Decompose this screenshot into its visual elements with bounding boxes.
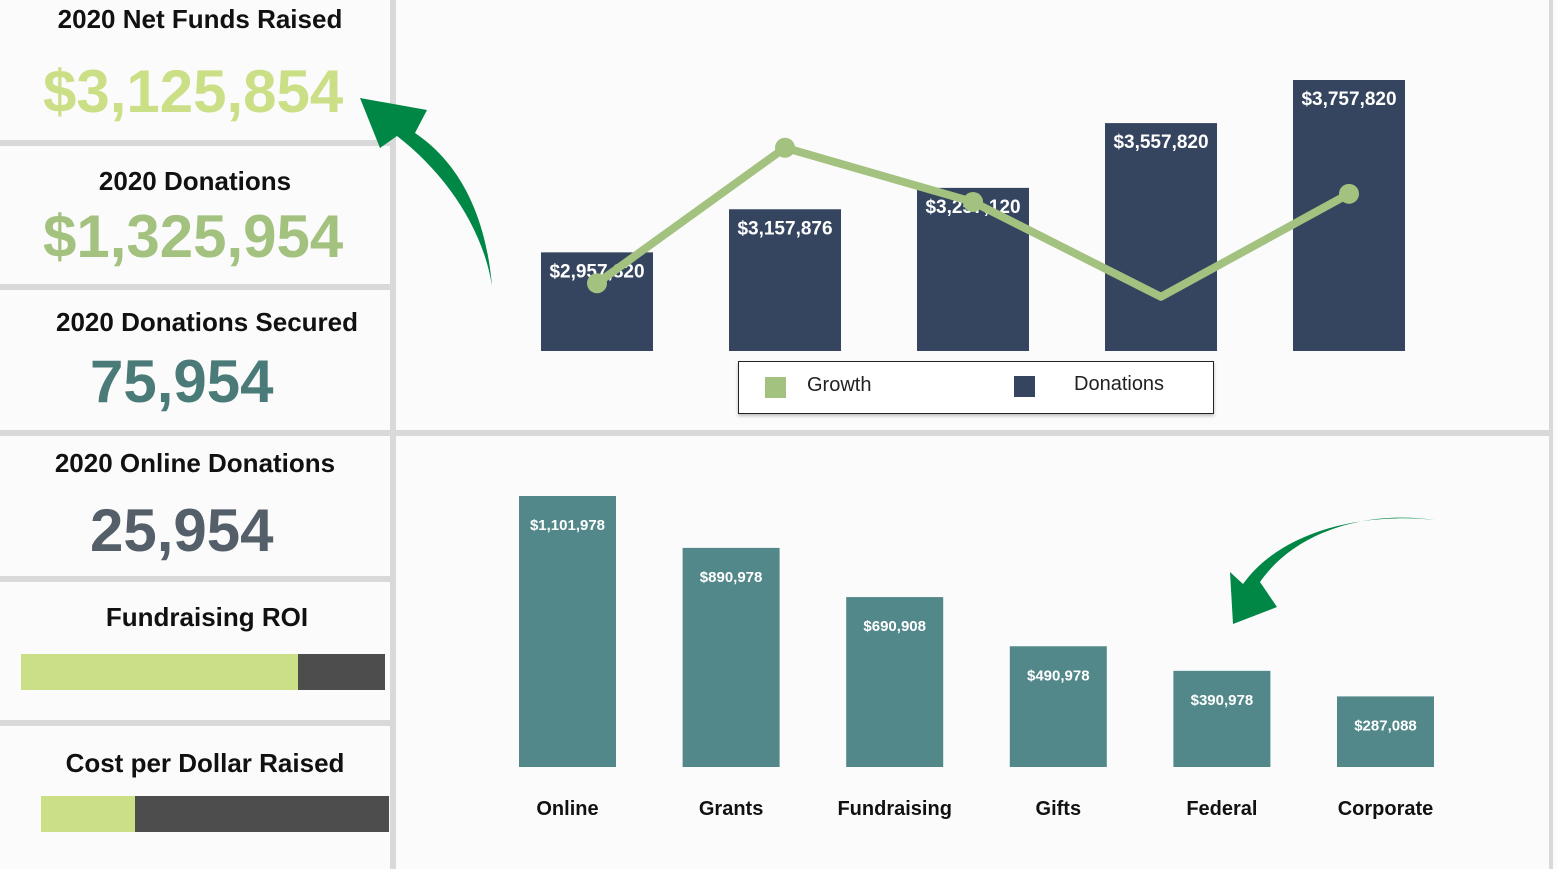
kpi-sidebar: 2020 Net Funds Raised $3,125,854 2020 Do…	[0, 0, 390, 869]
source-bar-label: $890,978	[700, 569, 763, 586]
source-bar-label: $1,101,978	[530, 517, 605, 534]
kpi-online-title: 2020 Online Donations	[54, 448, 336, 478]
growth-point	[775, 137, 795, 158]
donations-bar	[541, 252, 653, 351]
kpi-cost: Cost per Dollar Raised	[0, 726, 390, 869]
donations-by-source-chart: $1,101,978 Online $890,978 Grants $690,908 Fu…	[519, 496, 1434, 820]
category-tick-label: Gifts	[1036, 798, 1082, 820]
donations-bar	[917, 187, 1029, 351]
roi-progress-remainder	[298, 654, 385, 690]
source-bar-label: $287,088	[1354, 717, 1417, 734]
kpi-online: 2020 Online Donations 25,954	[0, 436, 390, 576]
kpi-roi-title: Fundraising ROI	[105, 602, 309, 632]
growth-point	[587, 273, 607, 294]
source-bar-label: $490,978	[1027, 667, 1090, 684]
donations-bar	[729, 209, 841, 351]
category-tick-label: Corporate	[1338, 798, 1434, 820]
kpi-roi: Fundraising ROI	[0, 582, 390, 720]
cost-progress-fill	[41, 796, 135, 832]
donations-bar-label: $3,757,820	[1301, 89, 1396, 110]
kpi-cost-title: Cost per Dollar Raised	[65, 748, 345, 778]
divider	[0, 284, 390, 290]
cost-progress-remainder	[135, 796, 389, 832]
kpi-donations-value: $1,325,954	[43, 203, 344, 270]
kpi-donations: 2020 Donations $1,325,954	[0, 146, 390, 284]
source-bar	[1337, 696, 1434, 767]
category-tick-label: Online	[536, 798, 598, 820]
kpi-net-funds-value: $3,125,854	[43, 58, 344, 125]
divider	[0, 720, 390, 726]
growth-point	[963, 191, 983, 212]
legend-label-donations: Donations	[1074, 373, 1165, 395]
donations-bar-label: $3,557,820	[1113, 132, 1208, 153]
kpi-online-value: 25,954	[90, 497, 274, 564]
kpi-secured-title: 2020 Donations Secured	[56, 307, 358, 337]
curved-arrow-icon	[360, 98, 492, 286]
kpi-secured-value: 75,954	[90, 348, 274, 415]
source-bar	[1009, 646, 1107, 767]
chart-legend: Growth Donations	[738, 361, 1214, 414]
source-bar-label: $690,908	[863, 618, 926, 635]
kpi-net-funds: 2020 Net Funds Raised $3,125,854	[0, 0, 390, 140]
category-tick-label: Grants	[699, 798, 763, 820]
donations-bar	[1105, 123, 1217, 351]
cost-progress-bar	[41, 796, 389, 832]
source-bar	[846, 597, 944, 767]
category-tick-label: Fundraising	[837, 798, 951, 820]
kpi-secured: 2020 Donations Secured 75,954	[0, 290, 390, 430]
roi-progress-fill	[21, 654, 298, 690]
roi-progress-bar	[21, 654, 385, 690]
category-tick-label: Federal	[1186, 798, 1257, 820]
donations-bar-label: $3,157,876	[737, 218, 832, 239]
kpi-net-funds-title: 2020 Net Funds Raised	[57, 4, 343, 34]
source-bar	[1173, 670, 1271, 767]
legend-swatch-donations	[1014, 376, 1035, 397]
source-bar	[519, 496, 616, 767]
donations-growth-chart: $2,957,820$3,157,876$3,257,120$3,557,820…	[541, 80, 1405, 351]
divider-charts	[396, 430, 1553, 436]
divider	[0, 140, 390, 146]
divider	[0, 576, 390, 582]
source-bar	[682, 547, 780, 767]
kpi-donations-title: 2020 Donations	[98, 166, 292, 196]
legend-label-growth: Growth	[807, 374, 872, 396]
divider-vertical	[390, 0, 396, 869]
source-bar-label: $390,978	[1191, 692, 1254, 709]
divider	[0, 430, 390, 436]
legend-swatch-growth	[765, 377, 786, 398]
growth-point	[1339, 183, 1359, 204]
curved-arrow-icon	[1230, 517, 1435, 624]
